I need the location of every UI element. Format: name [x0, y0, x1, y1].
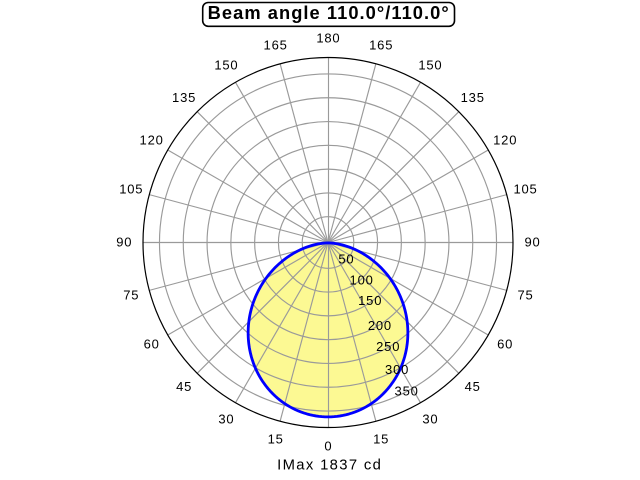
svg-text:15: 15	[373, 432, 389, 447]
svg-text:15: 15	[268, 432, 284, 447]
svg-text:180: 180	[316, 30, 340, 45]
svg-text:120: 120	[140, 132, 164, 147]
svg-text:75: 75	[517, 287, 533, 302]
svg-text:300: 300	[385, 362, 409, 377]
svg-text:45: 45	[465, 379, 481, 394]
svg-text:150: 150	[214, 58, 238, 73]
svg-text:165: 165	[264, 37, 288, 52]
svg-text:75: 75	[123, 287, 139, 302]
svg-text:200: 200	[368, 318, 392, 333]
svg-text:50: 50	[338, 251, 354, 266]
svg-text:45: 45	[176, 379, 192, 394]
svg-text:150: 150	[358, 293, 382, 308]
svg-text:135: 135	[172, 90, 196, 105]
svg-text:90: 90	[524, 235, 540, 250]
svg-text:105: 105	[119, 182, 143, 197]
svg-text:IMax 1837 cd: IMax 1837 cd	[277, 458, 382, 474]
svg-text:30: 30	[422, 411, 438, 426]
svg-text:165: 165	[369, 37, 393, 52]
svg-text:100: 100	[350, 272, 374, 287]
svg-text:30: 30	[218, 411, 234, 426]
svg-text:250: 250	[376, 339, 400, 354]
svg-text:Beam angle 110.0°/110.0°: Beam angle 110.0°/110.0°	[208, 2, 450, 23]
svg-text:105: 105	[513, 182, 537, 197]
svg-text:60: 60	[144, 337, 160, 352]
svg-text:135: 135	[461, 90, 485, 105]
svg-text:350: 350	[395, 384, 419, 399]
svg-text:120: 120	[493, 132, 517, 147]
svg-text:60: 60	[497, 337, 513, 352]
svg-text:90: 90	[116, 235, 132, 250]
svg-text:150: 150	[418, 58, 442, 73]
svg-text:0: 0	[324, 439, 332, 454]
